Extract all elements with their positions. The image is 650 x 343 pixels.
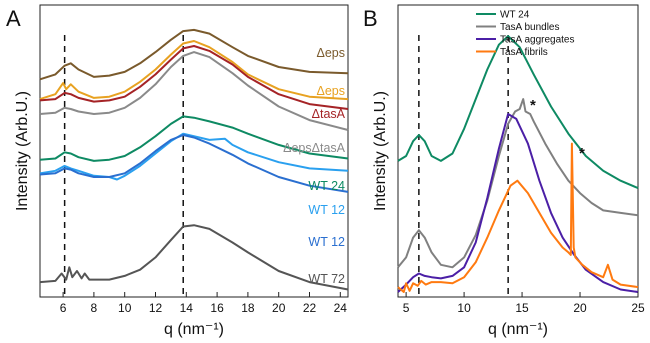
- series-label-2: ΔtasA: [312, 107, 346, 121]
- x-tick-label: 6: [60, 301, 67, 315]
- series-label-5: WT 12: [308, 203, 345, 217]
- x-tick-label: 22: [303, 301, 317, 315]
- x-tick-label: 18: [241, 301, 255, 315]
- series-label-4: WT 24: [308, 179, 345, 193]
- series-line-3: [39, 51, 349, 131]
- series-line-7: [39, 224, 349, 291]
- panel-a-series: [39, 28, 349, 291]
- series-line-3: [397, 142, 639, 293]
- x-tick-label: 20: [573, 301, 587, 315]
- series-label-1: Δeps: [316, 84, 345, 98]
- panel-b-letter: B: [363, 6, 378, 31]
- series-line-5: [39, 132, 349, 181]
- panel-a-x-axis-title: q (nm⁻¹): [164, 321, 224, 338]
- panel-b-annotation-bundles: *: [530, 97, 536, 114]
- panel-b-series: [397, 35, 639, 293]
- series-line-6: [39, 134, 349, 193]
- panel-a-y-axis-title: Intensity (Arb.U.): [14, 91, 31, 211]
- x-tick-label: 15: [515, 301, 529, 315]
- legend-entry-1: TasA bundles: [500, 22, 560, 33]
- legend-entry-0: WT 24: [500, 10, 530, 21]
- series-line-0: [397, 35, 639, 190]
- series-label-3: ΔepsΔtasA: [283, 141, 346, 155]
- series-label-0: Δeps: [316, 46, 345, 60]
- series-line-1: [39, 40, 349, 101]
- x-tick-label: 8: [91, 301, 98, 315]
- series-line-1: [397, 98, 639, 269]
- x-tick-label: 16: [210, 301, 224, 315]
- panel-b-frame: [397, 4, 639, 298]
- series-line-2: [397, 113, 639, 293]
- panel-b-x-axis-title: q (nm⁻¹): [488, 321, 548, 338]
- panel-b-x-ticks: 5 10 15 20 25: [403, 292, 645, 315]
- x-tick-label: 10: [457, 301, 471, 315]
- series-line-0: [39, 28, 349, 81]
- panel-a-letter: A: [6, 6, 21, 31]
- x-tick-label: 12: [149, 301, 163, 315]
- panel-b-annotation-fibrils: *: [579, 145, 585, 162]
- panel-a-x-ticks: 6 8 10 12 14 16 18 20 22 24: [60, 292, 348, 315]
- panel-b-y-axis-title: Intensity (Arb.U.): [372, 91, 389, 211]
- series-label-6: WT 12: [308, 235, 345, 249]
- x-tick-label: 14: [180, 301, 194, 315]
- x-tick-label: 10: [118, 301, 132, 315]
- x-tick-label: 25: [631, 301, 645, 315]
- panel-a-chart: 6 8 10 12 14 16 18 20 22 24 ΔepsΔepsΔtasAΔepsΔtas…: [14, 4, 349, 338]
- legend-entry-2: TasA aggregates: [500, 35, 575, 46]
- x-tick-label: 20: [272, 301, 286, 315]
- x-tick-label: 24: [334, 301, 348, 315]
- panel-a-frame: [39, 4, 349, 298]
- x-tick-label: 5: [403, 301, 410, 315]
- series-line-4: [39, 115, 349, 162]
- series-line-2: [39, 45, 349, 110]
- legend-entry-3: TasA fibrils: [500, 47, 548, 58]
- series-label-7: WT 72: [308, 272, 345, 286]
